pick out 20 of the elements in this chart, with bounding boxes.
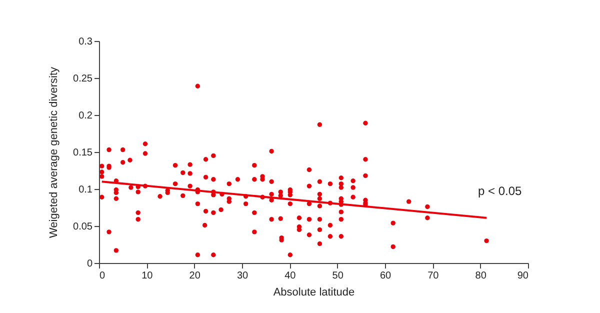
y-axis-title: Weigeted average genetic diversity bbox=[48, 66, 60, 238]
y-tick-label: 0.15 bbox=[73, 148, 93, 158]
y-tick-label: 0 bbox=[86, 258, 93, 270]
x-tick-label: 60 bbox=[380, 270, 392, 282]
y-tick-label: 0.2 bbox=[78, 110, 93, 122]
x-tick-label: 50 bbox=[332, 270, 344, 282]
x-tick-label: 70 bbox=[428, 270, 440, 282]
x-tick-label: 40 bbox=[284, 270, 296, 282]
x-tick-label: 10 bbox=[142, 270, 154, 282]
x-tick-label: 30 bbox=[236, 270, 248, 282]
y-tick-label: 0.3 bbox=[78, 36, 93, 48]
x-axis-title: Absolute latitude bbox=[273, 286, 355, 298]
y-tick-label: 0.05 bbox=[73, 222, 93, 232]
y-tick-label: 0.1 bbox=[78, 184, 93, 196]
x-tick-label: 0 bbox=[100, 270, 106, 282]
y-tick-label: 0.25 bbox=[73, 74, 93, 84]
annotation: p < 0.05 bbox=[478, 184, 522, 198]
x-tick-label: 90 bbox=[517, 270, 529, 282]
x-tick-label: 80 bbox=[475, 270, 487, 282]
x-tick-label: 20 bbox=[189, 270, 201, 282]
